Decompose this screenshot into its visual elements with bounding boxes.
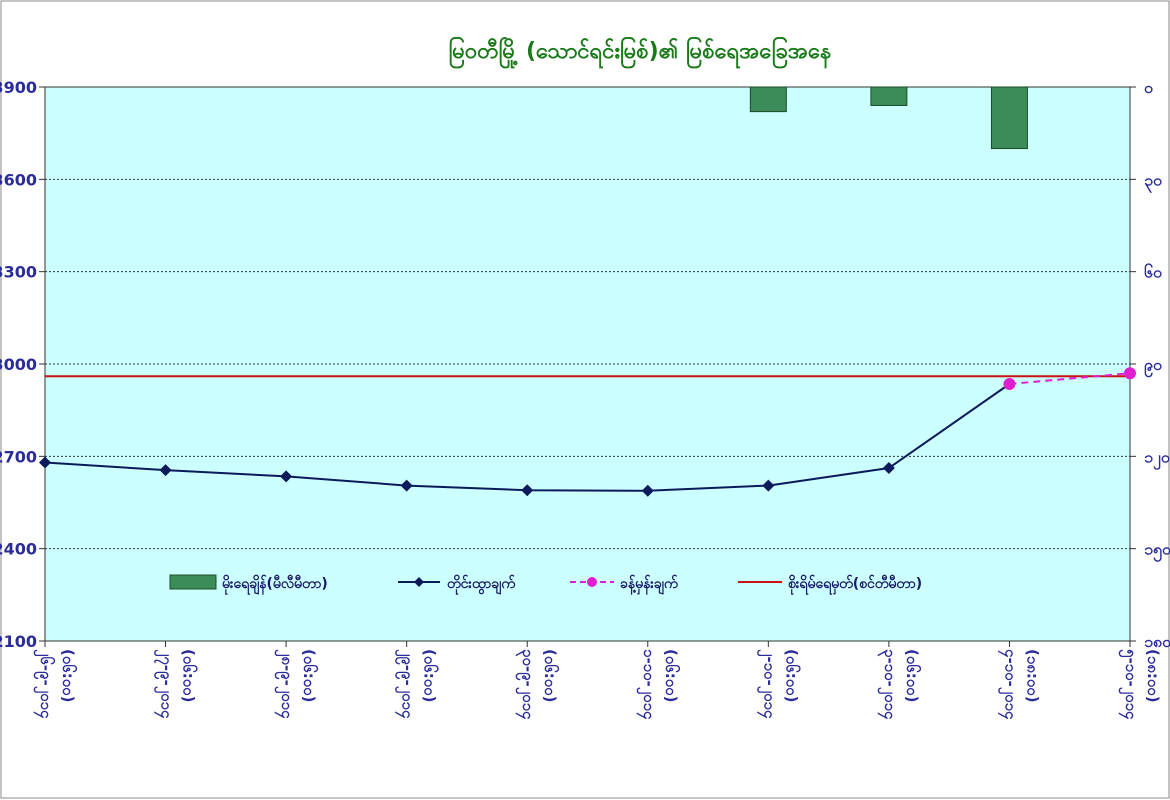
x-tick-time: (၀၆:၀၀) (662, 649, 681, 702)
x-tick-date: ၂၆-၉-၂၀၁၄ (33, 649, 56, 719)
left-tick-label: 3900 (0, 78, 37, 97)
plot-area (44, 86, 1131, 642)
right-tick-label: ၆၀ (1144, 263, 1162, 282)
left-tick-label: 2400 (0, 540, 37, 559)
rainfall-bar (870, 86, 908, 106)
x-tick-label: ၃၀-၉-၂၀၁၄ (၀၆:၀၀) (515, 649, 560, 720)
x-tick-label: ၃-၁၀-၂၀၁၄ (၀၆:၀၀) (877, 649, 922, 720)
observed-point (159, 464, 172, 477)
observed-point (400, 479, 413, 492)
left-tick-label: 3000 (0, 355, 37, 374)
observed-point (280, 470, 293, 483)
left-tick-label: 3300 (0, 263, 37, 282)
left-axis-ticks: 2100 2400 2700 3000 3300 3600 3900 (0, 78, 45, 651)
forecast-point (1003, 378, 1016, 391)
right-tick-label: ၉၀ (1144, 355, 1162, 378)
right-tick-label: ၁၈၀ (1144, 632, 1170, 651)
rainfall-bar (749, 86, 787, 113)
x-tick-label: ၅-၁၀-၂၀၁၄ (၁၈:၀၀) (1118, 649, 1162, 720)
legend-label-observed: တိုင်းထွာချက် (447, 575, 516, 595)
rainfall-bars (749, 86, 1028, 150)
x-tick-date: ၂၇-၉-၂၀၁၄ (154, 649, 176, 719)
x-tick-date: ၂-၁၀-၂၀၁၄ (756, 649, 778, 719)
x-tick-label: ၂၆-၉-၂၀၁၄ (၀၆:၀၀) (33, 649, 78, 719)
x-tick-date: ၄-၁၀-၂၀၁၄ (997, 649, 1019, 720)
x-tick-time: (၀၆:၀၀) (421, 649, 440, 702)
x-tick-time: (၀၆:၀၀) (903, 649, 922, 702)
legend-swatch-rain (169, 574, 217, 590)
forecast-point (1124, 367, 1136, 380)
x-tick-time: (၀၆:၀၀) (300, 649, 319, 702)
legend-label-forecast: ခန့်မှန်းချက် (620, 575, 679, 595)
forecast-line (1003, 367, 1136, 391)
x-tick-date: ၁-၁၀-၂၀၁၄ (636, 649, 658, 720)
x-tick-time: (၁၈:၀၀) (1144, 649, 1162, 703)
legend-marker-forecast (587, 577, 597, 587)
left-tick-label: 2700 (0, 447, 37, 466)
x-tick-label: ၁-၁၀-၂၀၁၄ (၀၆:၀၀) (636, 649, 681, 720)
x-tick-date: ၂၉-၉-၂၀၁၄ (395, 649, 417, 719)
right-tick-label: ၁၅၀ (1144, 540, 1170, 563)
observed-point (39, 456, 51, 469)
x-tick-date: ၂၈-၉-၂၀၁၄ (274, 649, 296, 719)
x-tick-time: (၀၆:၀၀) (541, 649, 560, 702)
x-tick-label: ၂၉-၉-၂၀၁၄ (၀၆:၀၀) (395, 649, 440, 719)
x-tick-time: (၁၈:၀၀) (1023, 649, 1041, 703)
observed-point (882, 462, 895, 475)
legend-marker-observed (414, 577, 424, 587)
right-tick-label: ၀ (1144, 78, 1153, 97)
x-tick-label: ၂၇-၉-၂၀၁၄ (၀၆:၀၀) (154, 649, 199, 719)
observed-point (641, 484, 654, 497)
legend: မိုးရေချိန်(မီလီမီတာ) တိုင်းထွာချက် ခန့်… (169, 574, 922, 595)
rainfall-bar (990, 86, 1028, 150)
x-tick-time: (၀၆:၀၀) (782, 649, 801, 702)
x-axis-ticks: ၂၆-၉-၂၀၁၄ (၀၆:၀၀) ၂၇-၉-၂၀၁၄ (၀၆:၀၀) ၂၈-၉-၂၀၁… (33, 641, 1162, 720)
left-tick-label: 3600 (0, 170, 37, 189)
x-tick-date: ၅-၁၀-၂၀၁၄ (1118, 649, 1140, 720)
legend-label-rain: မိုးရေချိန်(မီလီမီတာ) (222, 575, 328, 595)
right-tick-label: ၁၂၀ (1144, 447, 1170, 470)
observed-point (762, 479, 775, 492)
legend-label-danger: စိုးရိမ်ရေမှတ်(စင်တီမီတာ) (788, 575, 922, 595)
observed-point (521, 484, 534, 497)
forecast-series-line (1009, 372, 1131, 386)
x-tick-date: ၃၀-၉-၂၀၁၄ (515, 649, 537, 720)
left-tick-label: 2100 (0, 632, 37, 651)
x-tick-label: ၂၈-၉-၂၀၁၄ (၀၆:၀၀) (274, 649, 319, 719)
x-tick-date: ၃-၁၀-၂၀၁၄ (877, 649, 899, 720)
right-tick-label: ၃၀ (1144, 170, 1162, 193)
chart-title: မြဝတီမြို့ (သောင်ရင်းမြစ်)၏ မြစ်ရေအခြေအန… (449, 36, 832, 69)
gridlines (45, 178, 1130, 550)
x-tick-time: (၀၆:၀၀) (180, 649, 199, 702)
x-tick-label: ၂-၁၀-၂၀၁၄ (၀၆:၀၀) (756, 649, 801, 719)
x-tick-label: ၄-၁၀-၂၀၁၄ (၁၈:၀၀) (997, 649, 1041, 720)
x-tick-time: (၀၆:၀၀) (59, 649, 78, 702)
